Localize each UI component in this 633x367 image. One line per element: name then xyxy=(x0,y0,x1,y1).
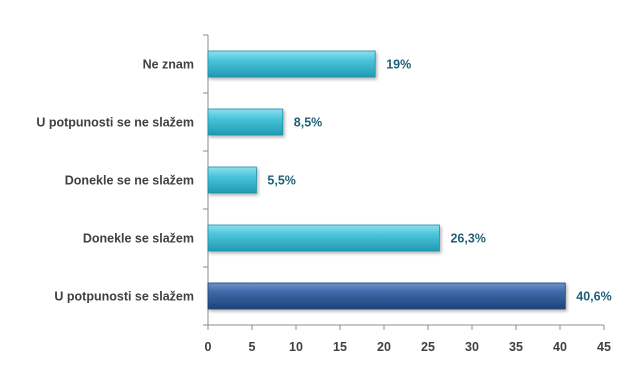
data-label: 26,3% xyxy=(450,232,485,246)
bar xyxy=(207,108,284,136)
x-tick-label: 30 xyxy=(465,340,479,354)
x-tick-label: 10 xyxy=(289,340,303,354)
x-tick-label: 25 xyxy=(421,340,435,354)
x-tick-label: 15 xyxy=(333,340,347,354)
category-label: U potpunosti se slažem xyxy=(54,290,194,304)
x-tick-label: 20 xyxy=(377,340,391,354)
data-label: 8,5% xyxy=(294,116,323,130)
data-label: 40,6% xyxy=(576,290,611,304)
x-tick-label: 5 xyxy=(249,340,256,354)
x-tick-label: 35 xyxy=(509,340,523,354)
data-label: 19% xyxy=(386,58,411,72)
bar xyxy=(207,282,566,310)
x-tick-label: 45 xyxy=(597,340,611,354)
category-label: U potpunosti se ne slažem xyxy=(36,116,194,130)
category-label: Donekle se slažem xyxy=(83,232,194,246)
bar xyxy=(207,224,440,252)
x-tick-label: 0 xyxy=(205,340,212,354)
data-label: 5,5% xyxy=(267,174,296,188)
bar xyxy=(207,50,376,78)
x-tick-label: 40 xyxy=(553,340,567,354)
bar xyxy=(207,166,257,194)
category-label: Ne znam xyxy=(143,58,194,72)
category-label: Donekle se ne slažem xyxy=(65,174,194,188)
